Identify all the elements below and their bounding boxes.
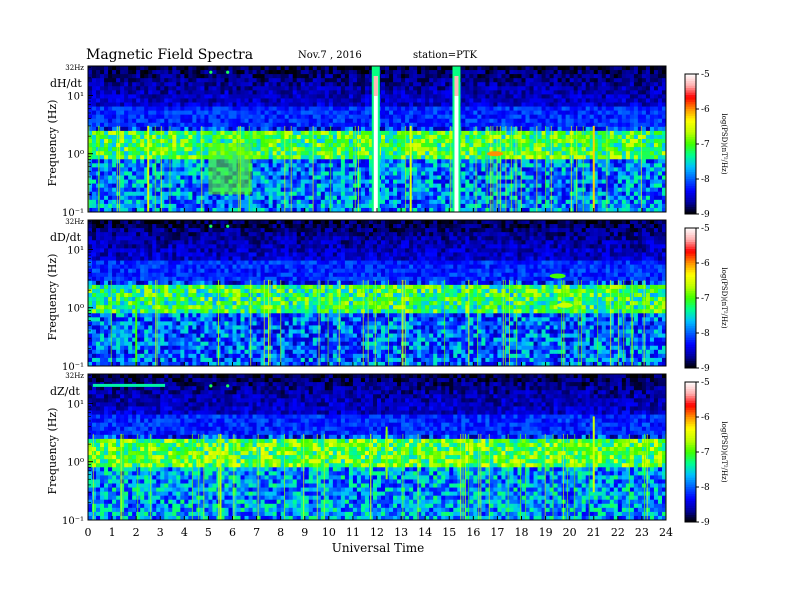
figure-title: Magnetic Field Spectra	[86, 47, 253, 63]
colorbar-tick-label: -9	[701, 210, 710, 220]
x-tick-label: 18	[515, 526, 529, 539]
x-tick-label: 17	[490, 526, 504, 539]
colorbar-label: log(PSD)(nT²/Hz)	[720, 267, 728, 328]
feature-burst-5-core	[454, 76, 458, 96]
feature-band-1	[93, 384, 165, 387]
x-tick-label: 14	[418, 526, 432, 539]
x-tick-label: 24	[659, 526, 673, 539]
colorbar-tick-label: -7	[701, 140, 710, 150]
spectrogram-cells	[88, 220, 666, 366]
x-tick-label: 21	[587, 526, 601, 539]
x-tick-label: 6	[229, 526, 236, 539]
x-tick-label: 10	[322, 526, 336, 539]
feature-dot-1	[209, 225, 212, 228]
feature-blob-3	[557, 303, 573, 308]
feature-dot-2	[226, 71, 229, 74]
panel-label: dZ/dt	[50, 385, 80, 398]
station-label: station=PTK	[413, 50, 478, 61]
y-tick-label: 10¹	[67, 91, 84, 102]
x-tick-label: 12	[370, 526, 384, 539]
y-top-label: 32Hz	[65, 64, 84, 72]
x-tick-label: 3	[157, 526, 164, 539]
x-tick-label: 20	[563, 526, 577, 539]
y-top-label: 32Hz	[65, 218, 84, 226]
colorbar-tick-label: -8	[701, 175, 710, 185]
date-label: Nov.7 , 2016	[298, 50, 362, 61]
y-top-label: 32Hz	[65, 372, 84, 380]
y-tick-label: 10¹	[67, 399, 84, 410]
y-tick-label: 10⁰	[67, 458, 84, 469]
colorbar-label: log(PSD)(nT²/Hz)	[720, 113, 728, 174]
feature-burst-4-core	[374, 76, 378, 96]
x-tick-label: 16	[466, 526, 480, 539]
x-tick-label: 7	[253, 526, 260, 539]
y-axis-label: Frequency (Hz)	[46, 254, 59, 341]
colorbar-tick-label: -5	[701, 224, 710, 234]
colorbar-tick-label: -5	[701, 378, 710, 388]
feature-blob-4	[550, 274, 566, 279]
colorbar-label: log(PSD)(nT²/Hz)	[720, 421, 728, 482]
x-tick-label: 0	[85, 526, 92, 539]
colorbar-tick-label: -7	[701, 294, 710, 304]
x-tick-label: 22	[611, 526, 625, 539]
y-axis-label: Frequency (Hz)	[46, 100, 59, 187]
x-tick-label: 11	[346, 526, 360, 539]
colorbar-tick-label: -6	[701, 259, 710, 269]
x-tick-label: 2	[133, 526, 140, 539]
colorbar-tick-label: -6	[701, 413, 710, 423]
colorbar-tick-label: -8	[701, 483, 710, 493]
colorbar-tick-label: -7	[701, 448, 710, 458]
feature-burst-4	[374, 76, 378, 212]
x-tick-label: 15	[442, 526, 456, 539]
colorbar: -5 -6 -7 -8 -9 log(PSD)(nT²/Hz)	[685, 378, 728, 528]
x-axis-label: Universal Time	[332, 541, 425, 555]
colorbar-tick-label: -6	[701, 105, 710, 115]
colorbar-tick-label: -9	[701, 518, 710, 528]
y-tick-label: 10¹	[67, 245, 84, 256]
feature-dot-1	[209, 71, 212, 74]
colorbar-tick-label: -9	[701, 364, 710, 374]
x-tick-label: 23	[635, 526, 649, 539]
colorbar: -5 -6 -7 -8 -9 log(PSD)(nT²/Hz)	[685, 70, 728, 220]
y-tick-label: 10⁻¹	[62, 516, 84, 527]
x-tick-label: 8	[277, 526, 284, 539]
colorbar-tick-label: -8	[701, 329, 710, 339]
panel-label: dD/dt	[50, 231, 82, 244]
feature-patch-3	[208, 143, 251, 194]
feature-blob-6	[487, 151, 503, 156]
x-tick-label: 13	[394, 526, 408, 539]
spectrogram-cells	[88, 374, 666, 520]
y-tick-label: 10⁰	[67, 150, 84, 161]
feature-dot-2	[209, 384, 212, 387]
y-axis-label: Frequency (Hz)	[46, 408, 59, 495]
x-tick-label: 1	[109, 526, 116, 539]
x-tick-label: 9	[301, 526, 308, 539]
x-tick-label: 4	[181, 526, 188, 539]
colorbar-tick-label: -5	[701, 70, 710, 80]
feature-dot-2	[226, 225, 229, 228]
feature-dot-3	[226, 384, 229, 387]
feature-burst-5	[454, 76, 458, 212]
x-tick-label: 5	[205, 526, 212, 539]
panel-label: dH/dt	[50, 77, 82, 90]
colorbar: -5 -6 -7 -8 -9 log(PSD)(nT²/Hz)	[685, 224, 728, 374]
x-tick-label: 19	[539, 526, 553, 539]
y-tick-label: 10⁰	[67, 304, 84, 315]
